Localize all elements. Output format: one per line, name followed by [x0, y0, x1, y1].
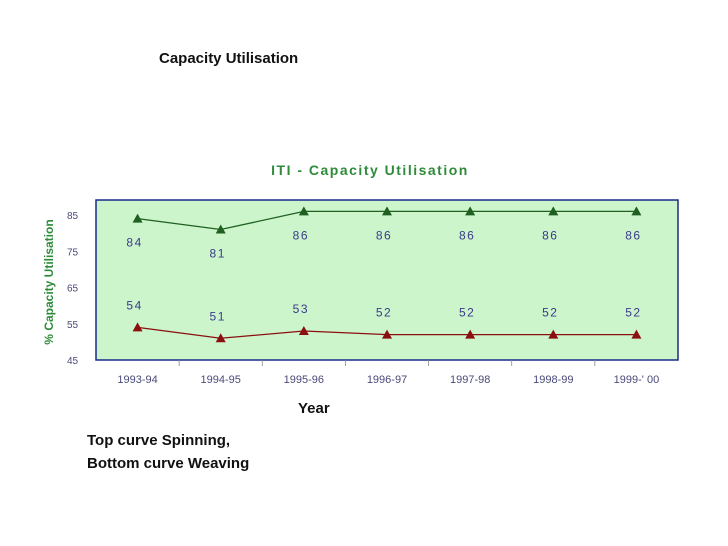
data-label: 86: [459, 228, 475, 242]
data-label: 54: [126, 298, 142, 312]
data-point-marker: [548, 206, 559, 216]
data-point-marker: [382, 206, 392, 216]
y-axis-ticks: 45 55 65 75 85: [67, 211, 79, 367]
data-point-marker: [382, 329, 392, 339]
data-point-marker: [465, 329, 476, 339]
curve-note: Top curve Spinning, Bottom curve Weaving: [87, 429, 249, 475]
x-tick-label: 1998-99: [533, 374, 573, 386]
data-label: 86: [625, 228, 641, 242]
x-tick-label: 1999-' 00: [614, 374, 660, 386]
y-tick-label: 45: [67, 356, 79, 367]
data-label: 81: [210, 247, 226, 261]
series-layer: 84 81 86 86 86 86 86 54 51 53 52 52 52 52: [126, 206, 642, 343]
data-point-marker: [215, 224, 226, 234]
y-tick-label: 75: [67, 247, 79, 258]
y-axis-title: % Capacity Utilisation: [42, 219, 56, 344]
data-label: 84: [126, 236, 142, 250]
data-point-marker: [298, 326, 309, 335]
x-axis-ticks: 1993-94 1994-95 1995-96 1996-97 1997-98 1998-…: [117, 360, 659, 386]
data-point-marker: [548, 329, 559, 339]
capacity-chart: ITI - Capacity Utilisation % Capacity Ut…: [42, 162, 679, 386]
slide-title: Capacity Utilisation: [159, 50, 299, 67]
x-axis-title: Year: [298, 400, 330, 417]
data-label: 52: [542, 306, 558, 320]
data-point-marker: [132, 322, 143, 332]
data-point-marker: [132, 213, 143, 223]
data-label: 53: [293, 302, 309, 316]
chart-title: ITI - Capacity Utilisation: [271, 162, 469, 178]
data-point-marker: [465, 206, 476, 216]
data-label: 51: [210, 309, 226, 323]
data-point-marker: [298, 206, 309, 216]
data-point-marker: [631, 206, 642, 216]
x-tick-label: 1997-98: [450, 374, 490, 386]
data-point-marker: [631, 329, 642, 339]
data-label: 52: [376, 306, 392, 320]
y-tick-label: 85: [67, 211, 79, 222]
data-point-marker: [215, 333, 226, 343]
note-line-bottom: Bottom curve Weaving: [87, 455, 250, 472]
y-tick-label: 55: [67, 320, 79, 331]
data-label: 86: [376, 228, 392, 242]
data-label: 86: [293, 228, 309, 242]
x-tick-label: 1994-95: [201, 374, 241, 386]
data-label: 52: [625, 306, 641, 320]
note-line-top: Top curve Spinning,: [87, 432, 231, 449]
x-tick-label: 1995-96: [284, 374, 324, 386]
data-label: 52: [459, 306, 475, 320]
y-tick-label: 65: [67, 284, 79, 295]
x-tick-label: 1996-97: [367, 374, 407, 386]
x-tick-label: 1993-94: [117, 374, 157, 386]
data-label: 86: [542, 228, 558, 242]
